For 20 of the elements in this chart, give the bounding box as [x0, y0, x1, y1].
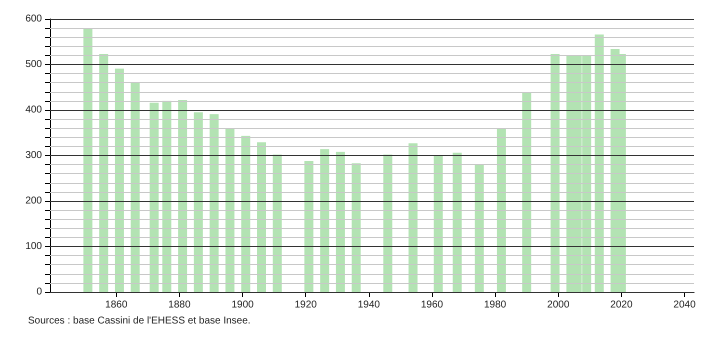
x-tick-label: 1960	[420, 300, 444, 310]
bar	[150, 102, 159, 292]
x-tick-label: 1860	[105, 300, 128, 310]
x-tick-label: 2040	[673, 300, 696, 310]
y-tick-label: 500	[25, 59, 42, 70]
bar	[320, 149, 330, 292]
x-tick-label: 1920	[294, 300, 318, 310]
x-tick-label: 2020	[610, 300, 633, 310]
y-tick-label: 0	[36, 286, 42, 298]
x-tick-label: 1980	[484, 300, 507, 310]
x-tick-label: 1880	[168, 300, 191, 310]
y-tick-label: 200	[25, 196, 42, 206]
y-tick-label: 400	[25, 104, 42, 116]
x-tick-label: 1940	[358, 300, 380, 310]
y-tick-label: 300	[25, 150, 42, 161]
source-note: Sources : base Cassini de l'EHESS et base Insee.	[28, 316, 251, 326]
x-tick-label: 2000	[547, 300, 570, 310]
x-tick-label: 1900	[231, 300, 254, 310]
y-tick-label: 600	[25, 14, 42, 24]
y-tick-label: 100	[25, 241, 42, 252]
